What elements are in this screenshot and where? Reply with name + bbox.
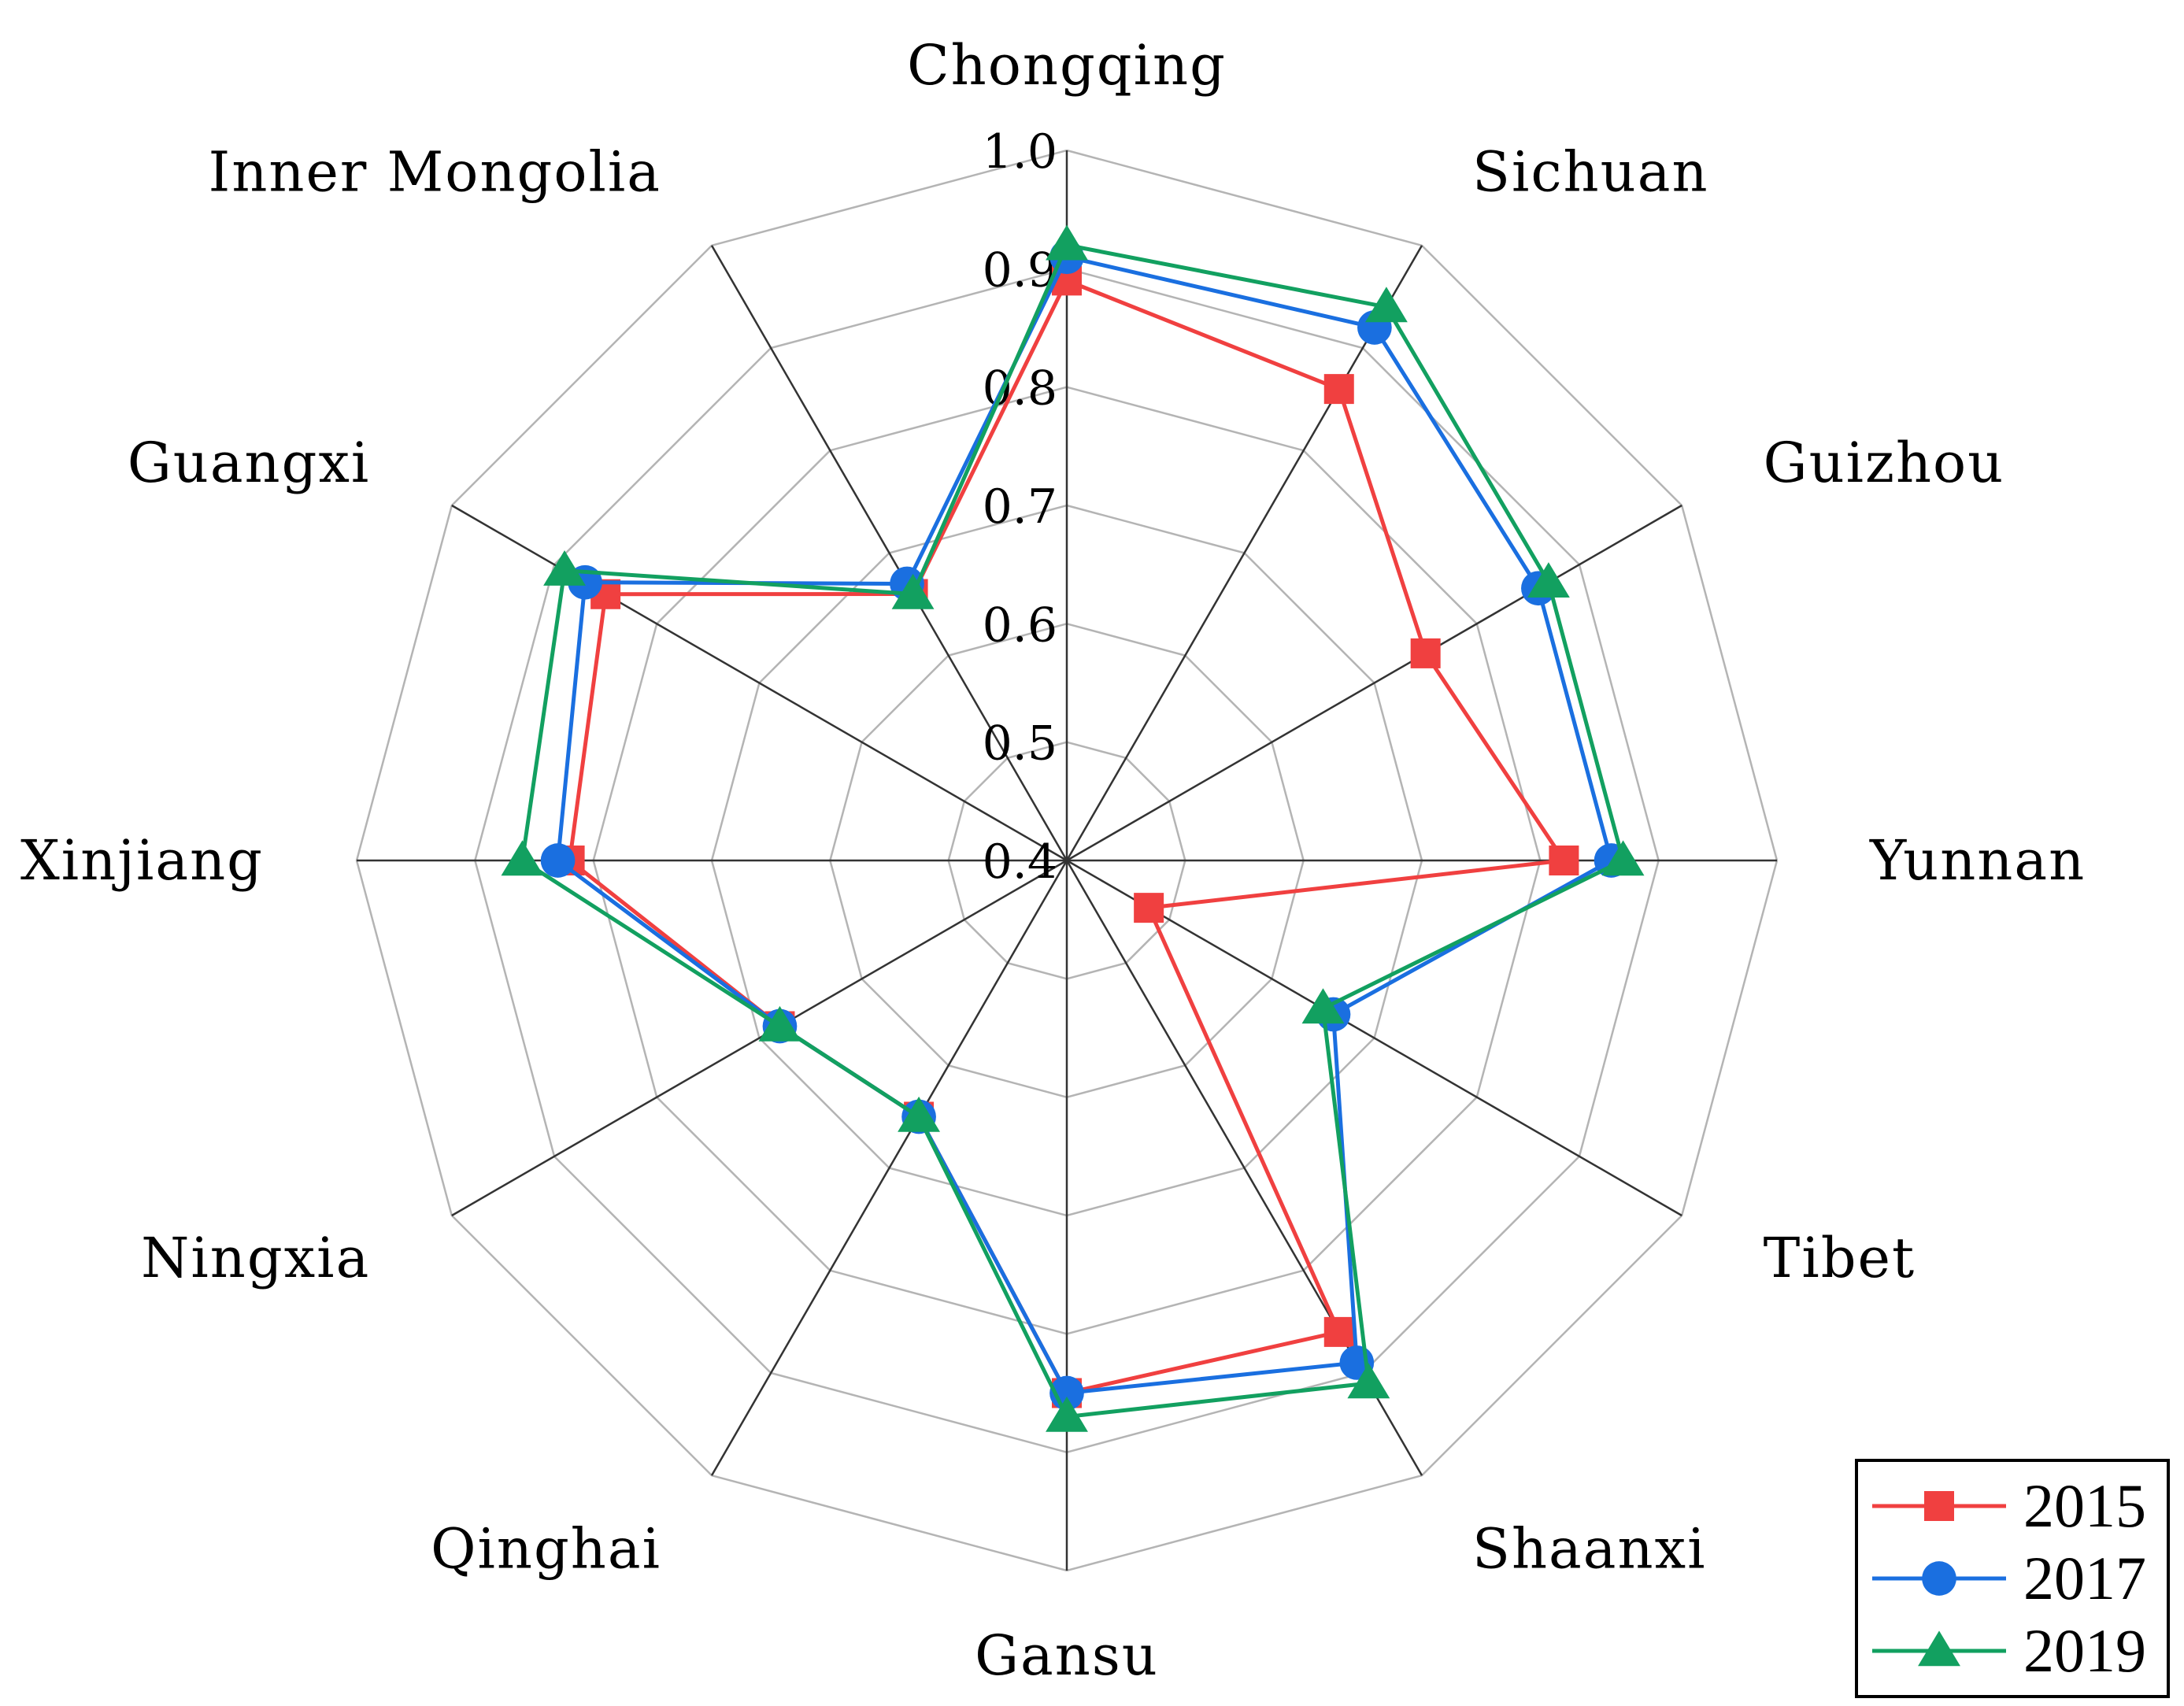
tick-label: 0.5: [983, 716, 1057, 772]
axis-spoke-7: [710, 860, 1068, 1476]
legend-label: 2019: [2023, 1616, 2146, 1685]
legend-marker: [1922, 1561, 1956, 1596]
category-label: Chongqing: [907, 33, 1227, 98]
axis-spoke-8: [451, 859, 1068, 1217]
category-label: Gansu: [975, 1623, 1159, 1688]
series-line-2019: [520, 242, 1626, 1419]
data-point-2019: [1046, 224, 1088, 261]
axis-spoke-4: [1066, 859, 1682, 1217]
series-line-2017: [555, 254, 1614, 1396]
tick-label: 0.6: [983, 598, 1057, 653]
category-label: Shaanxi: [1472, 1517, 1706, 1582]
legend-label: 2017: [2023, 1544, 2146, 1612]
data-point-2015: [1323, 1316, 1354, 1347]
category-label: Qinghai: [431, 1517, 661, 1582]
series-2019: [501, 224, 1645, 1432]
data-point-2019: [501, 840, 544, 876]
category-label: Xinjiang: [20, 828, 264, 893]
data-point-2015: [1410, 638, 1441, 668]
tick-label: 0.9: [983, 242, 1057, 298]
category-label: Tibet: [1764, 1226, 1916, 1290]
category-label: Sichuan: [1472, 139, 1709, 204]
data-point-2017: [540, 843, 576, 878]
category-label: Guangxi: [128, 431, 371, 495]
data-point-2019: [543, 550, 586, 586]
data-point-2019: [1046, 1396, 1088, 1432]
legend-item-2017: 2017: [1872, 1544, 2146, 1612]
data-point-2019: [1601, 840, 1645, 876]
radar-grid: [355, 149, 1779, 1572]
data-point-2019: [891, 573, 935, 609]
tick-label: 0.7: [983, 479, 1057, 535]
data-point-2019: [1527, 562, 1570, 598]
data-point-2015: [1134, 893, 1164, 923]
legend-marker: [1918, 1630, 1960, 1667]
data-point-2019: [1364, 287, 1408, 323]
radial-tick-labels: 0.40.50.60.70.80.91.0: [983, 124, 1057, 890]
data-point-2019: [1301, 988, 1345, 1024]
data-point-2015: [1549, 846, 1579, 875]
category-label: Ningxia: [141, 1226, 370, 1290]
axis-spoke-1: [1065, 245, 1423, 861]
category-label: Inner Mongolia: [209, 139, 661, 204]
data-point-2019: [1347, 1363, 1390, 1399]
legend-marker: [1924, 1491, 1954, 1521]
axis-spoke-10: [451, 504, 1068, 862]
legend-label: 2015: [2023, 1471, 2146, 1540]
category-labels: Chongqing Sichuan Guizhou Yunnan Tibet Shaanx…: [20, 33, 2086, 1688]
data-point-2015: [1323, 374, 1354, 405]
category-label: Guizhou: [1764, 431, 2005, 495]
data-point-2019: [898, 1096, 941, 1132]
legend-item-2019: 2019: [1872, 1616, 2146, 1685]
axis-spoke-2: [1066, 504, 1682, 862]
tick-label: 0.4: [983, 834, 1057, 890]
data-point-2019: [758, 1005, 801, 1042]
tick-label: 1.0: [983, 124, 1057, 179]
category-label: Yunnan: [1869, 828, 2086, 893]
legend-item-2015: 2015: [1872, 1471, 2146, 1540]
axis-spoke-11: [710, 245, 1068, 861]
